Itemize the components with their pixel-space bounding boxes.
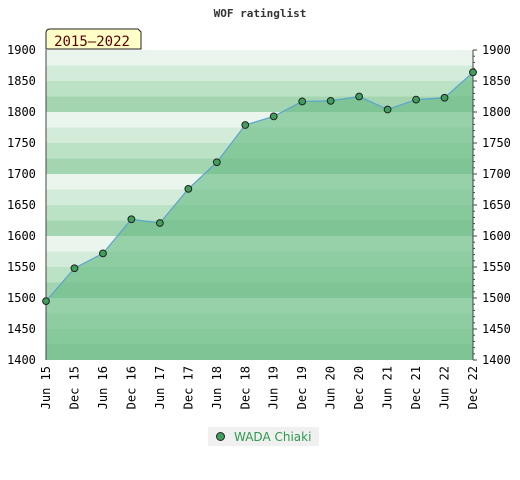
- data-point: [184, 184, 193, 193]
- x-tick-label: Jun 18: [210, 366, 224, 409]
- area-band: [46, 313, 473, 329]
- y-tick-label-right: 1850: [482, 74, 511, 88]
- data-point: [440, 93, 449, 102]
- data-point: [355, 92, 364, 101]
- data-point: [42, 297, 50, 306]
- area-band: [46, 282, 473, 298]
- legend-marker: [216, 432, 225, 441]
- x-tick-label: Dec 20: [352, 366, 366, 409]
- series-line: [45, 71, 474, 302]
- x-tick-label: Jun 15: [39, 366, 53, 409]
- period-badge: 2015–2022: [45, 28, 142, 50]
- y-tick-label-right: 1800: [482, 105, 511, 119]
- data-points: [42, 68, 477, 306]
- data-point: [70, 264, 79, 273]
- y-tick-label-left: 1800: [7, 105, 36, 119]
- area-band: [46, 220, 473, 236]
- y-tick-label-right: 1550: [482, 260, 511, 274]
- area-band: [46, 251, 473, 267]
- x-tick-label: Dec 22: [466, 366, 480, 409]
- y-tick-label-right: 1500: [482, 291, 511, 305]
- chart-title: WOF ratinglist: [214, 7, 307, 20]
- data-point: [298, 97, 307, 106]
- background-band: [46, 65, 473, 81]
- data-point: [155, 219, 164, 227]
- y-tick-label-right: 1750: [482, 136, 511, 150]
- data-point: [269, 112, 278, 121]
- x-tick-label: Dec 15: [67, 366, 81, 409]
- y-tick-label-left: 1400: [7, 353, 36, 367]
- y-tick-label-left: 1600: [7, 229, 36, 243]
- y-axis-left: 1400 1450 1500 1550 1600 1650 1700 1750 1800 1850…: [7, 43, 47, 367]
- y-tick-label-right: 1650: [482, 198, 511, 212]
- legend-label: WADA Chiaki: [234, 429, 312, 444]
- y-tick-label-left: 1900: [7, 43, 36, 57]
- x-tick-label: Dec 16: [124, 366, 138, 409]
- x-tick-label: Jun 20: [324, 366, 338, 409]
- legend[interactable]: WADA Chiaki: [208, 427, 320, 446]
- x-tick-label: Dec 19: [295, 366, 309, 409]
- y-tick-label-right: 1400: [482, 353, 511, 367]
- x-tick-label: Dec 21: [409, 366, 423, 409]
- y-axis-right: 1400 1450 1500 1550 1600 1650 1700 1750 1800 1850…: [472, 43, 511, 367]
- y-tick-label-left: 1850: [7, 74, 36, 88]
- data-point: [383, 105, 392, 114]
- area-band: [46, 344, 473, 360]
- data-point: [326, 96, 335, 105]
- x-tick-label: Dec 18: [238, 366, 252, 409]
- x-tick-label: Jun 19: [267, 366, 281, 409]
- area-band: [46, 236, 473, 252]
- y-tick-label-right: 1900: [482, 43, 511, 57]
- data-point: [127, 215, 136, 224]
- x-tick-label: Jun 22: [438, 366, 452, 409]
- background-band: [46, 50, 473, 66]
- area-band: [46, 298, 473, 314]
- y-tick-label-left: 1500: [7, 291, 36, 305]
- data-point: [212, 158, 221, 167]
- x-tick-label: Jun 16: [96, 366, 110, 409]
- x-tick-label: Dec 17: [181, 366, 195, 409]
- y-tick-label-right: 1700: [482, 167, 511, 181]
- background-band: [46, 81, 473, 97]
- y-tick-label-right: 1600: [482, 229, 511, 243]
- y-tick-label-right: 1450: [482, 322, 511, 336]
- y-tick-label-left: 1650: [7, 198, 36, 212]
- data-point: [469, 68, 477, 77]
- x-tick-label: Jun 21: [381, 366, 395, 409]
- y-tick-label-left: 1700: [7, 167, 36, 181]
- y-tick-label-left: 1450: [7, 322, 36, 336]
- y-tick-label-left: 1750: [7, 136, 36, 150]
- data-point: [241, 121, 250, 129]
- data-point: [99, 249, 107, 258]
- data-point: [412, 95, 420, 104]
- period-badge-text: 2015–2022: [54, 34, 130, 50]
- area-band: [46, 267, 473, 283]
- y-tick-label-left: 1550: [7, 260, 36, 274]
- area-band: [46, 329, 473, 345]
- x-tick-label: Jun 17: [153, 366, 167, 409]
- x-axis: Jun 15 Dec 15 Jun 16 Dec 16 Jun 17 Dec 17 Jun …: [39, 366, 480, 409]
